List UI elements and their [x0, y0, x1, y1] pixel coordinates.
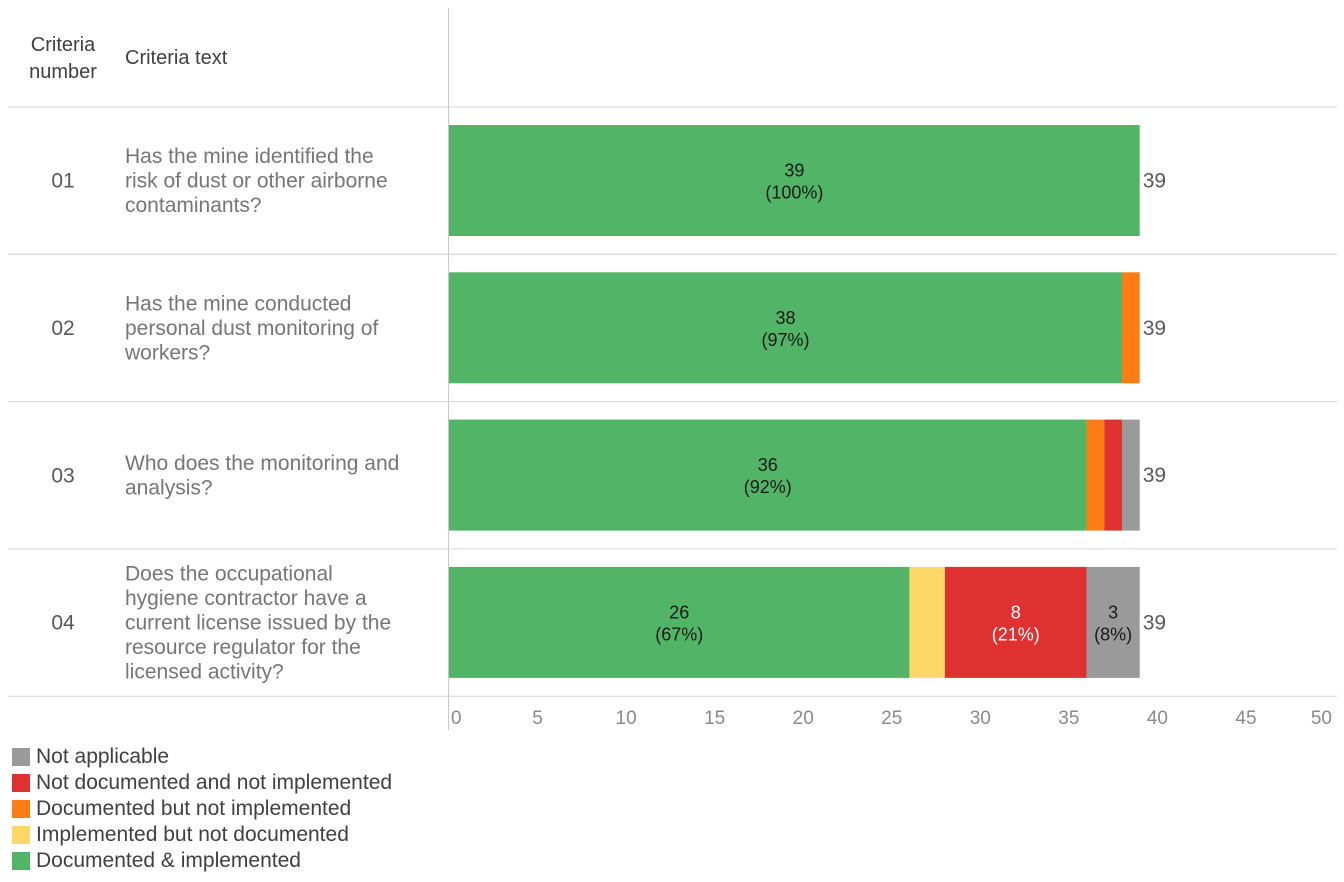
header-criteria-text: Criteria text: [125, 47, 228, 69]
data-label: (100%): [765, 183, 823, 203]
legend-item: Not documented and not implemented: [12, 770, 392, 796]
x-tick-label: 35: [1058, 708, 1079, 729]
legend: Not applicable Not documented and not imp…: [12, 744, 392, 874]
bar-segment: [1086, 419, 1105, 531]
x-tick-label: 30: [970, 708, 991, 729]
criteria-text-line: analysis?: [125, 477, 213, 500]
criteria-text-line: Has the mine conducted: [125, 292, 351, 315]
criteria-text-line: risk of dust or other airborne: [125, 170, 388, 193]
data-label: (67%): [655, 624, 703, 644]
x-tick-label: 25: [881, 708, 902, 729]
data-label: (92%): [744, 477, 792, 497]
total-label: 39: [1143, 170, 1166, 193]
criteria-text-line: Has the mine identified the: [125, 145, 374, 168]
table-grid: [8, 8, 1337, 730]
bar-segment: [449, 566, 910, 678]
data-label: 39: [784, 161, 804, 181]
bar-segment: [449, 419, 1087, 531]
legend-item: Not applicable: [12, 744, 392, 770]
x-tick-label: 20: [793, 708, 814, 729]
data-label: 3: [1108, 602, 1118, 622]
criteria-text-line: resource regulator for the: [125, 636, 361, 659]
criteria-number: 03: [51, 464, 74, 487]
x-tick-label: 45: [1235, 708, 1256, 729]
legend-label: Documented but not implemented: [36, 797, 352, 820]
x-tick-label: 40: [1147, 708, 1168, 729]
bar-segment: [944, 566, 1087, 678]
legend-label: Not documented and not implemented: [36, 771, 393, 794]
bar-segment: [1086, 566, 1140, 678]
legend-label: Implemented but not documented: [36, 823, 349, 846]
criteria-text-line: Who does the monitoring and: [125, 452, 399, 475]
total-label: 39: [1143, 611, 1166, 634]
legend-swatch: [12, 852, 30, 870]
total-label: 39: [1143, 317, 1166, 340]
bar-segment: [1121, 419, 1140, 531]
criteria-text-line: licensed activity?: [125, 661, 284, 684]
legend-item: Documented & implemented: [12, 848, 392, 874]
legend-swatch: [12, 800, 30, 818]
header-number-line2: number: [29, 61, 97, 83]
x-tick-label: 5: [532, 708, 543, 729]
legend-label: Documented & implemented: [36, 849, 301, 872]
criteria-text-line: personal dust monitoring of: [125, 317, 378, 340]
legend-swatch: [12, 826, 30, 844]
x-tick-label: 10: [616, 708, 637, 729]
stacked-bar-chart: Criteria number Criteria text 01 Has the …: [8, 8, 1337, 730]
criteria-text-line: contaminants?: [125, 194, 262, 217]
x-tick-label: 0: [451, 708, 462, 729]
data-label: 8: [1011, 602, 1021, 622]
data-label: 26: [669, 602, 689, 622]
bar-segment: [1104, 419, 1122, 531]
legend-swatch: [12, 774, 30, 792]
criteria-text-line: Does the occupational: [125, 563, 333, 586]
data-label: (21%): [992, 624, 1040, 644]
x-axis: 0 5 10 15 20 25 30 35 40 45 50: [451, 708, 1332, 729]
criteria-text-line: workers?: [124, 341, 210, 364]
legend-label: Not applicable: [36, 745, 170, 768]
data-label: (97%): [761, 330, 809, 350]
criteria-text-line: hygiene contractor have a: [125, 587, 367, 610]
header-number-line1: Criteria: [31, 34, 96, 56]
data-label: 36: [758, 455, 778, 475]
criteria-text-line: current license issued by the: [125, 612, 391, 635]
x-tick-label: 15: [704, 708, 725, 729]
bar-segment: [1121, 272, 1140, 384]
criteria-number: 01: [51, 170, 74, 193]
data-label: 38: [775, 308, 795, 328]
legend-item: Documented but not implemented: [12, 796, 392, 822]
criteria-number: 04: [51, 612, 75, 635]
data-label: (8%): [1094, 624, 1132, 644]
bar-segment: [909, 566, 945, 678]
bar-segment: [449, 125, 1140, 236]
bar-segment: [449, 272, 1122, 384]
total-label: 39: [1143, 464, 1166, 487]
x-tick-label: 50: [1311, 708, 1332, 729]
criteria-number: 02: [51, 317, 74, 340]
legend-item: Implemented but not documented: [12, 822, 392, 848]
legend-swatch: [12, 748, 30, 766]
